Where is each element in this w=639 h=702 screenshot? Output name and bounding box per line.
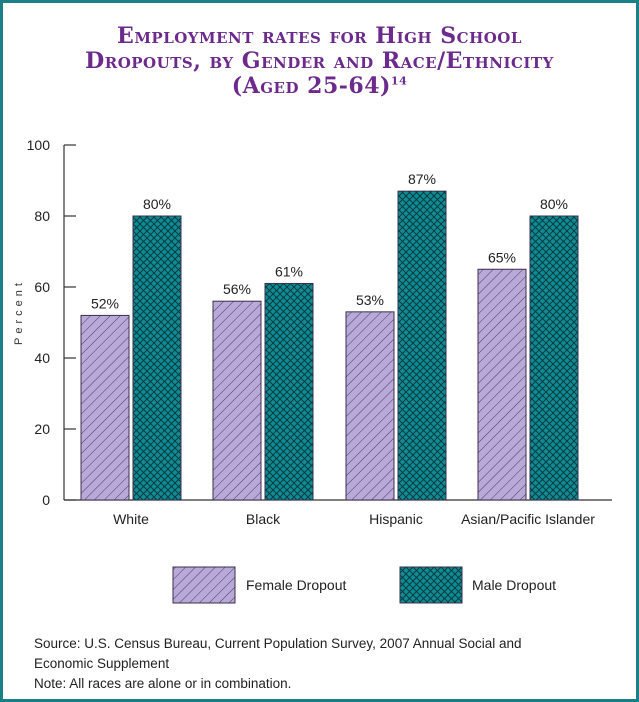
source-line-1: Source: U.S. Census Bureau, Current Popu… [34,636,522,651]
bar [264,282,314,501]
y-tick-label: 20 [34,421,50,437]
legend-label: Male Dropout [472,577,556,593]
title-line-2: Dropouts, by Gender and Race/Ethnicity [85,48,554,74]
bar [132,215,182,501]
bar [80,314,130,501]
bar [345,311,395,501]
x-category-label: Hispanic [369,511,423,527]
bar [212,300,262,501]
legend-swatch [172,566,236,604]
x-category-label: Asian/Pacific Islander [461,511,595,527]
source-line-2: Economic Supplement [34,656,170,671]
x-category-label: Black [246,511,281,527]
title-line-3: (Aged 25-64)14 [20,74,619,99]
y-tick-label: 80 [34,208,50,224]
chart-title: Employment rates for High School Dropout… [20,24,619,99]
bar-data-label: 80% [143,196,171,212]
title-footnote: 14 [390,74,408,88]
bar-chart: 0 20 40 60 80 100 Percent 52% 80% White 56% 61% Bla… [13,137,612,604]
bar-data-label: 87% [408,171,436,187]
bar-data-label: 61% [275,263,303,279]
bar-data-label: 52% [91,295,119,311]
y-tick-label: 60 [34,279,50,295]
bar-data-label: 80% [540,196,568,212]
title-line-1: Employment rates for High School [117,23,522,49]
legend-label: Female Dropout [246,577,346,593]
bar-data-label: 53% [356,292,384,308]
note-line: Note: All races are alone or in combinat… [34,676,292,691]
x-category-label: White [113,511,149,527]
bar-data-label: 65% [488,249,516,265]
title-line-3-text: (Aged 25-64) [231,73,391,99]
bar [477,268,527,501]
legend-swatch [399,566,463,604]
bar [397,190,447,501]
bar-data-label: 56% [223,281,251,297]
bar [529,215,579,501]
y-axis-label: Percent [13,279,25,345]
source-note: Source: U.S. Census Bureau, Current Popu… [34,634,624,694]
y-tick-label: 0 [42,492,50,508]
y-tick-label: 40 [34,350,50,366]
y-tick-label: 100 [27,137,51,153]
